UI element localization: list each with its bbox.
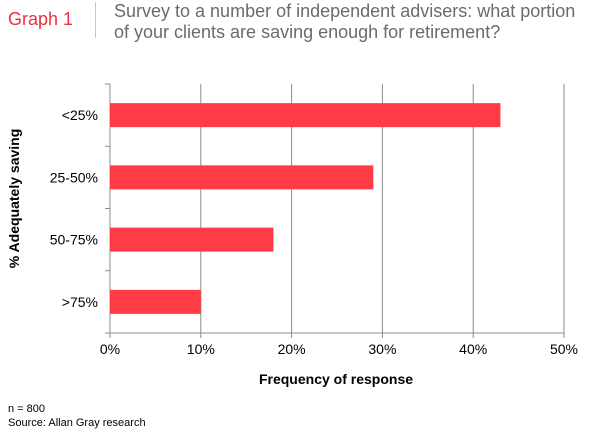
sample-size-note: n = 800	[8, 403, 46, 415]
header-divider	[95, 2, 96, 38]
y-tick-label: <25%	[62, 107, 98, 123]
bar	[110, 227, 274, 252]
chart-title-line-2: of your clients are saving enough for re…	[114, 22, 501, 42]
source-note: Source: Allan Gray research	[8, 417, 146, 429]
x-tick-label: 50%	[550, 341, 578, 357]
y-tick-label: 25-50%	[50, 169, 98, 185]
x-tick-label: 10%	[187, 341, 215, 357]
y-tick-label: 50-75%	[50, 232, 98, 248]
bar	[110, 165, 374, 190]
x-tick-label: 30%	[368, 341, 396, 357]
bar	[110, 289, 201, 314]
x-tick-label: 40%	[459, 341, 487, 357]
y-axis-title: % Adequately saving	[6, 129, 22, 269]
x-axis-title: Frequency of response	[259, 371, 413, 387]
chart-title-line-1: Survey to a number of independent advise…	[114, 1, 576, 21]
graph-number-label: Graph 1	[8, 9, 74, 29]
x-tick-label: 0%	[100, 341, 120, 357]
chart-title: Survey to a number of independent advise…	[114, 1, 600, 43]
chart-notes: n = 800 Source: Allan Gray research	[8, 402, 146, 430]
y-tick-label: >75%	[62, 294, 98, 310]
x-tick-label: 20%	[278, 341, 306, 357]
bar	[110, 103, 501, 128]
